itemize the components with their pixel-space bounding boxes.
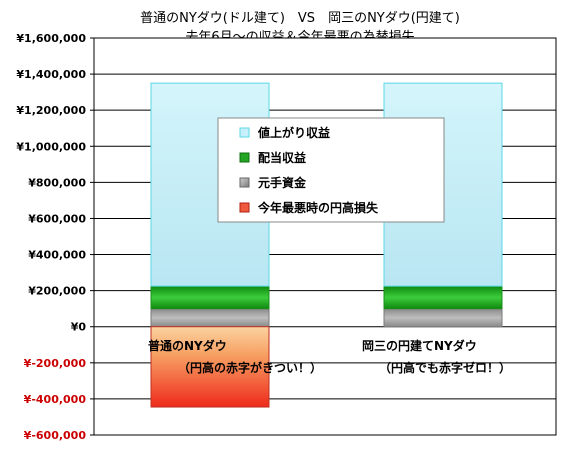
category-label: 岡三の円建てNYダウ — [362, 338, 477, 353]
legend-swatch-fx-loss — [239, 202, 250, 213]
y-tick-label: ¥1,200,000 — [16, 104, 86, 117]
y-tick-label: ¥0 — [71, 321, 87, 334]
bar-segment — [150, 326, 270, 408]
bar-segment — [383, 285, 503, 310]
legend: 値上がり収益 配当収益 元手資金 今年最悪時の円高損失 — [217, 117, 445, 223]
legend-label-value-gain: 値上がり収益 — [257, 125, 330, 140]
y-tick-label: ¥200,000 — [28, 285, 86, 298]
category-note: （円高の赤字がきつい！） — [178, 360, 322, 375]
y-tick-label: ¥-400,000 — [24, 393, 87, 406]
category-label: 普通のNYダウ — [148, 338, 227, 353]
legend-label-principal: 元手資金 — [258, 175, 307, 190]
y-tick-label: ¥1,400,000 — [16, 68, 86, 81]
y-tick-label: ¥1,600,000 — [16, 32, 86, 45]
category-labels: 普通のNYダウ （円高の赤字がきつい！） 岡三の円建てNYダウ （円高でも赤字ゼロ！） — [148, 338, 511, 375]
category-note: （円高でも赤字ゼロ！） — [379, 360, 511, 375]
y-tick-label: ¥1,000,000 — [16, 140, 86, 153]
legend-swatch-principal — [239, 177, 250, 188]
bar-segment — [150, 285, 270, 310]
bar-segment — [383, 308, 503, 328]
legend-swatch-value-gain — [239, 127, 250, 138]
legend-label-dividend: 配当収益 — [258, 150, 306, 165]
y-tick-label: ¥400,000 — [28, 249, 86, 262]
chart-title: 普通のNYダウ(ドル建て) VS 岡三のNYダウ(円建て) — [140, 11, 460, 26]
legend-box — [217, 117, 445, 223]
y-tick-label: ¥-200,000 — [24, 357, 87, 370]
legend-label-fx-loss: 今年最悪時の円高損失 — [257, 200, 379, 215]
y-tick-label: ¥800,000 — [28, 176, 86, 189]
y-tick-label: ¥600,000 — [28, 212, 86, 225]
y-tick-label: ¥-600,000 — [24, 429, 87, 442]
legend-swatch-dividend — [239, 152, 250, 163]
bar-segment — [150, 308, 270, 328]
y-axis-tick-labels: ¥1,600,000 ¥1,400,000 ¥1,200,000 ¥1,000,000… — [16, 32, 86, 442]
